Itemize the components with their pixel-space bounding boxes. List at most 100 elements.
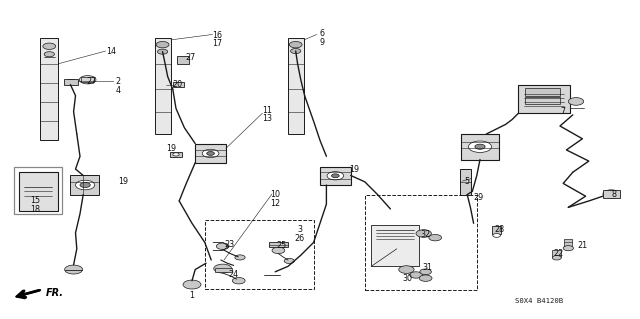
Text: 8: 8 <box>612 190 617 199</box>
Circle shape <box>183 280 201 289</box>
Circle shape <box>552 256 561 260</box>
Text: 19: 19 <box>118 177 128 186</box>
Text: 4: 4 <box>116 86 121 95</box>
Circle shape <box>214 264 232 273</box>
Circle shape <box>468 141 492 152</box>
Text: S0X4 B4120B: S0X4 B4120B <box>515 299 563 304</box>
Bar <box>461 134 499 160</box>
Text: 27: 27 <box>185 53 195 62</box>
Circle shape <box>79 76 96 84</box>
Bar <box>525 88 560 96</box>
Text: FR.: FR. <box>46 288 64 298</box>
Text: 21: 21 <box>577 241 588 250</box>
Bar <box>195 144 226 163</box>
Circle shape <box>65 265 83 274</box>
Bar <box>14 167 62 214</box>
Circle shape <box>493 234 500 237</box>
Circle shape <box>475 144 485 149</box>
Bar <box>215 268 232 272</box>
Bar <box>365 195 477 290</box>
Bar <box>320 167 351 185</box>
Bar <box>19 172 58 211</box>
Text: 14: 14 <box>106 47 116 56</box>
Text: 5: 5 <box>465 177 470 186</box>
Bar <box>81 77 94 82</box>
Text: 13: 13 <box>262 114 272 123</box>
Circle shape <box>235 255 245 260</box>
Text: 26: 26 <box>294 234 305 243</box>
Circle shape <box>272 247 285 254</box>
Text: 7: 7 <box>561 107 566 116</box>
Bar <box>492 226 501 234</box>
Bar <box>525 97 560 104</box>
Text: 29: 29 <box>474 193 484 202</box>
Circle shape <box>420 269 431 275</box>
Circle shape <box>216 243 229 249</box>
Circle shape <box>44 52 54 57</box>
Circle shape <box>157 49 168 54</box>
Circle shape <box>386 208 401 216</box>
Bar <box>64 79 78 85</box>
Text: 10: 10 <box>270 190 280 199</box>
Text: 19: 19 <box>349 165 359 174</box>
Text: 17: 17 <box>212 39 223 48</box>
Bar <box>269 242 288 247</box>
Bar <box>40 38 58 140</box>
Circle shape <box>603 190 620 198</box>
Text: 25: 25 <box>276 241 287 250</box>
Bar <box>177 56 189 64</box>
Bar <box>206 257 224 263</box>
Text: 22: 22 <box>553 249 563 258</box>
Circle shape <box>289 41 302 48</box>
Bar <box>205 220 314 289</box>
Text: 23: 23 <box>224 240 234 249</box>
Text: 16: 16 <box>212 31 223 40</box>
Bar <box>460 169 471 195</box>
Text: 3: 3 <box>297 225 302 234</box>
Bar <box>564 239 572 246</box>
Text: 31: 31 <box>422 263 433 272</box>
Text: 20: 20 <box>173 80 183 89</box>
Text: 11: 11 <box>262 106 272 115</box>
Circle shape <box>327 172 344 180</box>
Text: 18: 18 <box>30 205 40 214</box>
Text: 12: 12 <box>270 199 280 208</box>
Bar <box>371 225 419 266</box>
Text: 1: 1 <box>189 291 195 300</box>
Text: 27: 27 <box>86 77 97 86</box>
Text: 9: 9 <box>319 38 324 47</box>
Circle shape <box>76 180 95 190</box>
Circle shape <box>291 48 301 54</box>
Circle shape <box>80 182 90 188</box>
Text: 28: 28 <box>494 225 504 234</box>
Circle shape <box>232 278 245 284</box>
Bar <box>155 38 171 134</box>
Circle shape <box>399 266 414 273</box>
Circle shape <box>156 41 169 48</box>
Bar <box>552 250 561 257</box>
Circle shape <box>568 98 584 105</box>
Circle shape <box>419 275 432 281</box>
Circle shape <box>563 246 573 251</box>
Circle shape <box>284 258 294 263</box>
Text: 19: 19 <box>166 145 177 153</box>
Bar <box>70 175 99 195</box>
Circle shape <box>202 149 219 158</box>
Text: 32: 32 <box>420 230 431 239</box>
Circle shape <box>332 174 339 178</box>
Bar <box>518 85 570 113</box>
Circle shape <box>410 272 422 278</box>
Bar <box>173 82 184 87</box>
Text: 2: 2 <box>116 77 121 86</box>
Text: 15: 15 <box>30 197 40 205</box>
Circle shape <box>173 153 179 156</box>
Circle shape <box>43 43 56 49</box>
Circle shape <box>416 230 431 237</box>
Circle shape <box>264 271 280 279</box>
Text: 30: 30 <box>403 274 413 283</box>
Text: 24: 24 <box>228 270 239 279</box>
Bar <box>603 190 620 198</box>
Circle shape <box>207 152 214 155</box>
Text: 6: 6 <box>319 29 324 38</box>
Circle shape <box>429 234 442 241</box>
